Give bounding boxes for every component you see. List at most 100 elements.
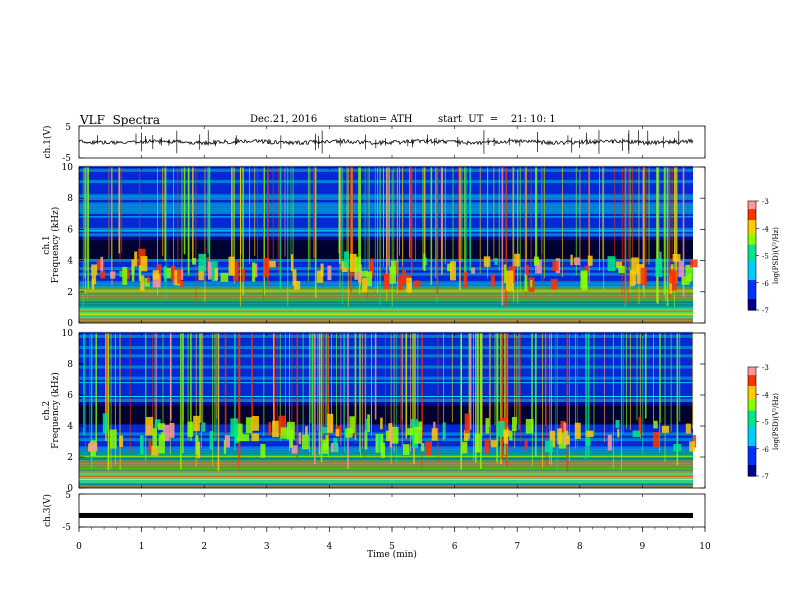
ch1-spectrogram-emission <box>349 253 357 272</box>
ch2-spectrogram-emission <box>421 443 425 452</box>
ch1-spectrogram-emission <box>552 260 559 271</box>
ch2-spectrogram-band <box>79 465 693 469</box>
ch2-spectrogram-emission <box>291 445 298 454</box>
start-time-label: start UT = 21: 10: 1 <box>438 114 556 125</box>
time-axis-label: Time (min) <box>367 549 417 560</box>
ch1-spectrogram-band <box>79 297 693 302</box>
ch3-waveform: 5 -5 ch.3(V) <box>42 491 706 533</box>
ch1-spectrogram-ylabel-channel: ch.1 <box>42 235 52 254</box>
ch3-waveform-trace <box>79 512 693 518</box>
ch2-spectrogram-emission <box>298 432 302 445</box>
ch1-spectrogram-emission <box>327 265 332 281</box>
ch1-spectrogram-emission <box>633 271 636 286</box>
ch1-spectrogram-emission <box>414 280 421 287</box>
ch2-spectrogram-emission <box>425 441 433 456</box>
ch1-spectrogram-emission <box>360 270 369 277</box>
ch1-spectrogram-emission <box>242 268 245 283</box>
ch2-spectrogram-emission <box>414 426 423 444</box>
ch2-spectrogram-emission <box>560 420 566 440</box>
ch2-spectrogram-emission <box>187 421 194 437</box>
ch2-spectrogram-emission <box>490 440 497 448</box>
ch2-spectrogram-emission <box>280 427 289 439</box>
ch2-spectrogram-emission <box>327 413 334 433</box>
ch1-waveform: 5 -5 ch.1(V) <box>42 123 706 164</box>
ch2-spectrogram-emission <box>544 440 553 453</box>
ch1-spectrogram-emission <box>100 256 104 273</box>
ch2-spectrogram-emission <box>251 416 259 431</box>
ch1-spectrogram-ylabel: Frequency (kHz) <box>50 207 61 284</box>
ch1-spectrogram-emission <box>354 268 358 280</box>
ch2-spectrogram-emission <box>278 415 286 435</box>
ch1-spectrogram-colorbar-tick: -3 <box>762 198 769 206</box>
ch1-spectrogram-emission <box>514 253 520 267</box>
ch2-spectrogram-band <box>79 387 693 391</box>
ch2-spectrogram-band <box>79 395 693 400</box>
ch1-spectrogram-emission <box>389 266 397 284</box>
ch2-spectrogram-emission <box>109 429 117 449</box>
ch2-spectrogram-band <box>79 390 693 394</box>
time-axis-tick-label: 2 <box>201 542 207 552</box>
ch2-spectrogram-emission <box>586 430 594 438</box>
ch2-spectrogram-emission <box>260 443 266 458</box>
ch1-spectrogram-emission <box>406 277 412 293</box>
ch1-spectrogram-emission <box>366 271 373 287</box>
ch1-spectrogram-emission <box>580 270 588 289</box>
ch2-spectrogram-emission <box>689 441 695 452</box>
ch1-spectrogram-low-band <box>79 307 693 319</box>
ch2-spectrogram-band <box>79 368 693 372</box>
time-axis-tick-label: 1 <box>139 542 145 552</box>
ch2-spectrogram-emission <box>89 442 98 452</box>
ch2-spectrogram-band <box>79 345 693 349</box>
ch1-spectrogram-emission <box>138 265 142 281</box>
ch2-spectrogram-band <box>79 393 693 397</box>
ch2-spectrogram-band <box>79 359 693 363</box>
ch2-spectrogram-colorbar-tick: -7 <box>762 473 769 481</box>
ch2-spectrogram-ytick: 6 <box>67 391 73 401</box>
ch1-spectrogram-emission <box>526 264 529 276</box>
ch2-spectrogram-band <box>79 398 693 403</box>
ch1-spectrogram-emission <box>395 261 398 276</box>
ch1-spectrogram-emission <box>685 264 693 282</box>
ch2-spectrogram-emission <box>685 423 691 434</box>
ch2-spectrogram-emission <box>378 433 381 453</box>
ch2-spectrogram-emission <box>615 419 620 428</box>
ch2-spectrogram-band <box>79 448 693 453</box>
ch2-spectrogram-emission <box>169 422 175 438</box>
ch1-spectrogram-emission <box>179 280 184 287</box>
ch2-spectrogram-emission <box>410 419 418 439</box>
ch2-spectrogram-emission <box>286 421 295 440</box>
ch2-spectrogram-emission <box>632 430 640 438</box>
ch1-spectrogram-emission <box>192 258 196 265</box>
ch1-spectrogram-emission <box>251 262 256 282</box>
ch1-spectrogram-emission <box>206 256 209 273</box>
ch1-spectrogram-emission <box>536 259 542 274</box>
ch1-spectrogram-band <box>79 292 693 296</box>
ch2-spectrogram-band <box>79 485 693 489</box>
ch1-spectrogram-emission <box>423 253 426 271</box>
ch1-spectrogram-emission <box>655 258 663 277</box>
ch1-spectrogram-emission <box>690 259 698 268</box>
ch1-spectrogram-emission <box>292 269 297 286</box>
ch1-spectrogram-emission <box>290 254 294 272</box>
ch1-spectrogram-emission <box>505 270 514 291</box>
ch1-spectrogram-emission <box>220 272 229 282</box>
ch2-spectrogram-emission <box>511 417 517 432</box>
ch2-spectrogram-band <box>79 354 693 358</box>
ch2-spectrogram-band <box>79 468 693 472</box>
ch1-spectrogram-emission <box>140 275 145 292</box>
ch1-spectrogram-emission <box>383 273 389 290</box>
ch1-spectrogram-colorbar-tick: -4 <box>762 225 769 233</box>
ch1-spectrogram-emission <box>636 264 645 284</box>
ch1-spectrogram-emission <box>122 266 128 285</box>
ch2-spectrogram-emission <box>638 416 642 435</box>
ch1-spectrogram-emission <box>361 277 368 293</box>
ch1-spectrogram-emission <box>659 251 662 269</box>
ch2-spectrogram-emission <box>565 430 569 439</box>
ch2-spectrogram-emission <box>209 431 213 450</box>
ch2-spectrogram-band <box>79 384 693 389</box>
ch1-spectrogram-emission <box>463 272 468 288</box>
ch2-spectrogram-emission <box>272 420 280 438</box>
ch2-spectrogram-emission <box>224 435 230 448</box>
ch2-spectrogram-emission <box>202 422 206 432</box>
ch1-spectrogram-band <box>79 294 693 299</box>
